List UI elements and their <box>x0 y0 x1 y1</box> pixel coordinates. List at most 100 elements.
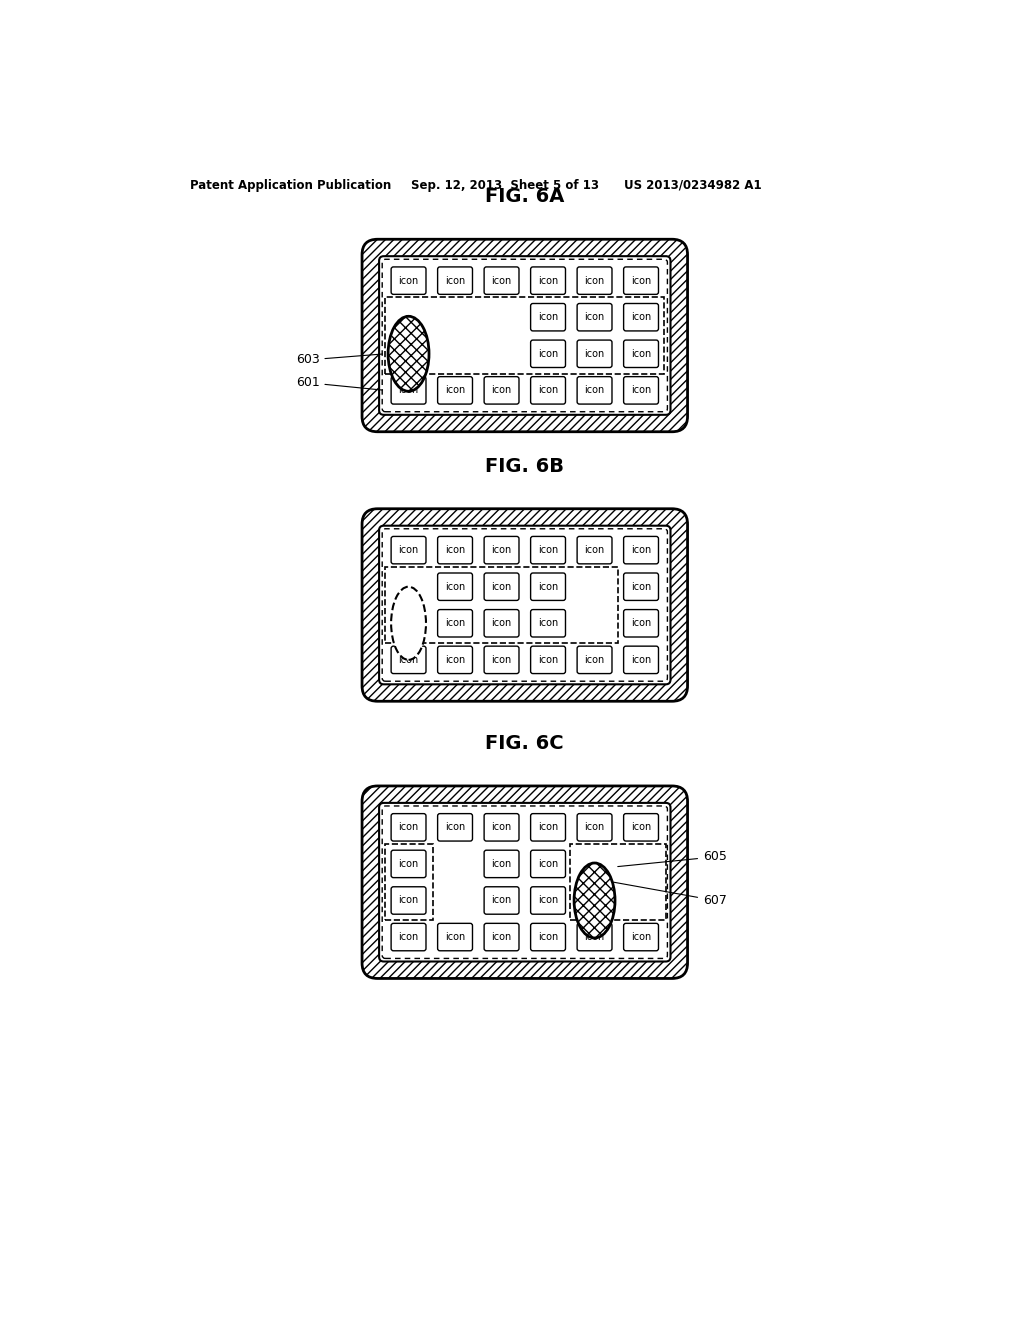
FancyBboxPatch shape <box>437 647 472 673</box>
FancyBboxPatch shape <box>484 267 519 294</box>
Text: icon: icon <box>585 385 605 396</box>
FancyBboxPatch shape <box>530 376 565 404</box>
Bar <box>385 297 665 374</box>
Text: icon: icon <box>492 276 512 285</box>
Text: icon: icon <box>585 655 605 665</box>
FancyBboxPatch shape <box>530 304 565 331</box>
FancyBboxPatch shape <box>530 610 565 638</box>
FancyBboxPatch shape <box>578 304 612 331</box>
Text: icon: icon <box>398 932 419 942</box>
FancyBboxPatch shape <box>391 850 426 878</box>
FancyBboxPatch shape <box>530 341 565 367</box>
Text: icon: icon <box>492 582 512 591</box>
Text: icon: icon <box>631 276 651 285</box>
Text: US 2013/0234982 A1: US 2013/0234982 A1 <box>624 178 762 191</box>
FancyBboxPatch shape <box>530 573 565 601</box>
Text: icon: icon <box>492 932 512 942</box>
Text: icon: icon <box>492 618 512 628</box>
Text: icon: icon <box>398 655 419 665</box>
Text: icon: icon <box>538 932 558 942</box>
FancyBboxPatch shape <box>391 924 426 950</box>
Text: icon: icon <box>631 348 651 359</box>
Text: icon: icon <box>585 545 605 556</box>
FancyBboxPatch shape <box>530 647 565 673</box>
Ellipse shape <box>388 317 429 391</box>
Text: icon: icon <box>398 276 419 285</box>
Text: icon: icon <box>631 932 651 942</box>
Text: icon: icon <box>398 545 419 556</box>
FancyBboxPatch shape <box>484 647 519 673</box>
Text: icon: icon <box>631 618 651 628</box>
Text: Sep. 12, 2013  Sheet 5 of 13: Sep. 12, 2013 Sheet 5 of 13 <box>411 178 599 191</box>
Text: 603: 603 <box>296 354 383 367</box>
FancyBboxPatch shape <box>530 813 565 841</box>
FancyBboxPatch shape <box>624 813 658 841</box>
Text: icon: icon <box>538 895 558 906</box>
Text: icon: icon <box>398 385 419 396</box>
FancyBboxPatch shape <box>578 647 612 673</box>
FancyBboxPatch shape <box>437 376 472 404</box>
FancyBboxPatch shape <box>624 647 658 673</box>
Text: icon: icon <box>444 276 465 285</box>
Text: icon: icon <box>585 822 605 833</box>
Text: icon: icon <box>398 895 419 906</box>
FancyBboxPatch shape <box>624 376 658 404</box>
FancyBboxPatch shape <box>362 508 687 701</box>
FancyBboxPatch shape <box>437 813 472 841</box>
Text: icon: icon <box>585 276 605 285</box>
Text: icon: icon <box>631 385 651 396</box>
Text: icon: icon <box>631 313 651 322</box>
FancyBboxPatch shape <box>624 610 658 638</box>
FancyBboxPatch shape <box>624 536 658 564</box>
FancyBboxPatch shape <box>362 239 687 432</box>
FancyBboxPatch shape <box>391 887 426 915</box>
FancyBboxPatch shape <box>391 813 426 841</box>
Ellipse shape <box>574 863 615 939</box>
FancyBboxPatch shape <box>379 803 671 961</box>
Text: Patent Application Publication: Patent Application Publication <box>190 178 391 191</box>
Bar <box>385 566 617 643</box>
FancyBboxPatch shape <box>578 267 612 294</box>
Text: 601: 601 <box>296 376 383 391</box>
Text: icon: icon <box>492 385 512 396</box>
FancyBboxPatch shape <box>437 924 472 950</box>
Text: icon: icon <box>538 276 558 285</box>
FancyBboxPatch shape <box>624 341 658 367</box>
Text: icon: icon <box>444 932 465 942</box>
Text: icon: icon <box>492 895 512 906</box>
Text: icon: icon <box>538 313 558 322</box>
Bar <box>569 843 666 920</box>
Text: icon: icon <box>538 385 558 396</box>
FancyBboxPatch shape <box>578 341 612 367</box>
FancyBboxPatch shape <box>530 850 565 878</box>
Text: icon: icon <box>444 545 465 556</box>
Text: icon: icon <box>538 822 558 833</box>
Text: icon: icon <box>631 582 651 591</box>
FancyBboxPatch shape <box>530 267 565 294</box>
FancyBboxPatch shape <box>437 536 472 564</box>
Text: icon: icon <box>538 545 558 556</box>
Text: FIG. 6A: FIG. 6A <box>485 187 564 206</box>
Text: 607: 607 <box>613 882 727 907</box>
FancyBboxPatch shape <box>578 376 612 404</box>
Text: icon: icon <box>492 859 512 869</box>
Text: icon: icon <box>398 822 419 833</box>
Text: FIG. 6C: FIG. 6C <box>485 734 564 754</box>
FancyBboxPatch shape <box>437 573 472 601</box>
FancyBboxPatch shape <box>391 536 426 564</box>
FancyBboxPatch shape <box>484 536 519 564</box>
Text: icon: icon <box>538 859 558 869</box>
Text: icon: icon <box>492 822 512 833</box>
Text: icon: icon <box>585 348 605 359</box>
FancyBboxPatch shape <box>484 813 519 841</box>
FancyBboxPatch shape <box>530 887 565 915</box>
FancyBboxPatch shape <box>484 887 519 915</box>
Text: icon: icon <box>585 313 605 322</box>
Text: icon: icon <box>444 822 465 833</box>
Text: icon: icon <box>444 618 465 628</box>
Text: icon: icon <box>538 348 558 359</box>
Text: icon: icon <box>444 385 465 396</box>
Text: 605: 605 <box>617 850 727 866</box>
Text: icon: icon <box>631 545 651 556</box>
FancyBboxPatch shape <box>437 610 472 638</box>
